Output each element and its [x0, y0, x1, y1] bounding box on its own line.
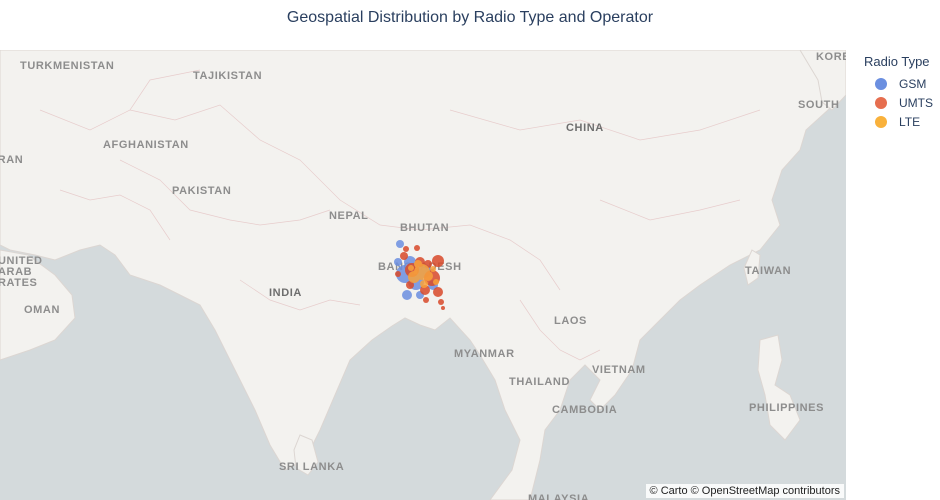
point-umts — [423, 297, 429, 303]
legend-item-umts[interactable]: UMTS — [864, 93, 940, 112]
label-afghanistan: AFGHANISTAN — [103, 139, 189, 151]
point-umts — [400, 252, 408, 260]
point-umts — [438, 299, 444, 305]
point-lte — [408, 265, 414, 271]
legend-label-umts: UMTS — [899, 95, 933, 110]
scatter-points — [394, 240, 445, 310]
point-umts — [441, 306, 445, 310]
label-turkmenistan: TURKMENISTAN — [20, 60, 114, 72]
map-canvas[interactable]: TURKMENISTAN TAJIKISTAN KORE SOUTH AFGHA… — [0, 50, 846, 500]
point-gsm — [394, 258, 402, 266]
point-umts — [433, 287, 443, 297]
label-myanmar: MYANMAR — [454, 348, 515, 360]
point-lte — [408, 271, 420, 283]
point-umts — [403, 246, 409, 252]
label-cambodia: CAMBODIA — [552, 404, 617, 416]
label-iran: IRAN — [0, 154, 23, 166]
label-china: CHINA — [566, 122, 604, 134]
label-korea: KORE — [816, 51, 846, 63]
land-sri-lanka — [293, 434, 319, 476]
label-vietnam: VIETNAM — [592, 364, 646, 376]
point-lte — [433, 279, 439, 285]
label-tajikistan: TAJIKISTAN — [193, 70, 262, 82]
point-umts — [414, 245, 420, 251]
legend: Radio Type GSM UMTS LTE — [864, 54, 940, 131]
land-korea — [799, 50, 846, 111]
point-umts — [432, 255, 444, 267]
legend-item-lte[interactable]: LTE — [864, 112, 940, 131]
map-attribution[interactable]: © Carto © OpenStreetMap contributors — [645, 484, 844, 498]
point-gsm — [402, 290, 412, 300]
label-pakistan: PAKISTAN — [172, 185, 231, 197]
point-lte — [423, 271, 433, 281]
legend-label-gsm: GSM — [899, 76, 927, 91]
label-uae-3: RATES — [0, 277, 37, 289]
label-taiwan: TAIWAN — [745, 265, 791, 277]
label-laos: LAOS — [554, 315, 587, 327]
land-taiwan — [743, 249, 761, 286]
point-umts — [406, 281, 414, 289]
point-lte — [430, 266, 436, 272]
label-south: SOUTH — [798, 99, 840, 111]
point-lte — [414, 260, 422, 268]
label-india: INDIA — [269, 287, 302, 299]
legend-marker-umts — [875, 96, 887, 109]
label-uae-1: UNITED — [0, 255, 43, 267]
land-philippines — [757, 334, 801, 441]
label-philippines: PHILIPPINES — [749, 402, 824, 414]
label-bhutan: BHUTAN — [400, 222, 449, 234]
label-malaysia: MALAYSIA — [528, 493, 589, 500]
basemap: TURKMENISTAN TAJIKISTAN KORE SOUTH AFGHA… — [0, 50, 846, 500]
label-oman: OMAN — [24, 304, 60, 316]
legend-title: Radio Type — [864, 54, 930, 69]
point-gsm — [396, 240, 404, 248]
label-sri-lanka: SRI LANKA — [279, 461, 344, 473]
label-nepal: NEPAL — [329, 210, 368, 222]
point-lte — [420, 280, 428, 288]
chart-title: Geospatial Distribution by Radio Type an… — [286, 9, 654, 26]
land-arabia — [0, 249, 76, 361]
legend-marker-lte — [875, 115, 887, 128]
legend-marker-gsm — [875, 77, 887, 90]
legend-item-gsm[interactable]: GSM — [864, 74, 940, 93]
point-umts — [395, 271, 401, 277]
label-uae-2: ARAB — [0, 266, 32, 278]
label-thailand: THAILAND — [509, 376, 570, 388]
legend-label-lte: LTE — [899, 114, 921, 129]
